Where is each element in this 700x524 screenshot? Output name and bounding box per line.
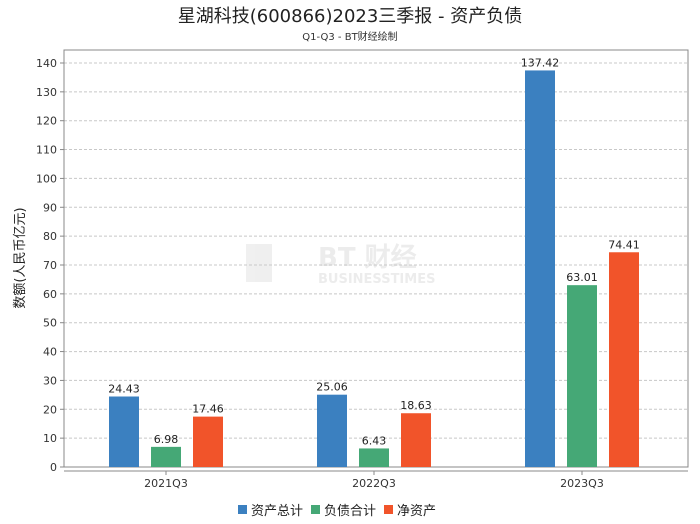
bar: [193, 416, 223, 467]
legend-swatch: [311, 505, 320, 514]
bar: [401, 413, 431, 467]
legend-swatch: [384, 505, 393, 514]
data-label: 74.41: [608, 238, 640, 251]
x-tick-label: 2021Q3: [144, 477, 188, 490]
legend-item: 净资产: [397, 504, 436, 519]
chart-subtitle: Q1-Q3 - BT财经绘制: [302, 30, 397, 43]
y-tick-label: 110: [36, 144, 57, 157]
y-tick-label: 70: [43, 259, 57, 272]
data-label: 6.43: [362, 434, 387, 447]
y-tick-label: 130: [36, 86, 57, 99]
legend: 资产总计 负债合计 净资产: [238, 504, 436, 519]
bar: [567, 285, 597, 467]
watermark: BT 财经 BUSINESSTIMES: [246, 242, 435, 287]
bar: [317, 394, 347, 467]
y-tick-label: 60: [43, 288, 57, 301]
data-label: 6.98: [154, 433, 179, 446]
y-tick-label: 120: [36, 115, 57, 128]
y-tick-label: 80: [43, 230, 57, 243]
bar: [609, 252, 639, 467]
y-tick-label: 40: [43, 346, 57, 359]
legend-item: 资产总计: [251, 504, 303, 519]
svg-text:BT 财经: BT 财经: [318, 242, 417, 273]
y-tick-label: 100: [36, 172, 57, 185]
y-tick-label: 50: [43, 317, 57, 330]
data-label: 17.46: [192, 403, 224, 416]
x-axis: 2021Q3 2022Q3 2023Q3: [64, 470, 688, 490]
legend-item: 负债合计: [324, 504, 376, 519]
bar: [151, 446, 181, 467]
y-axis: 0 10 20 30 40 50 60 70 80 90 100 110 120 130 140: [36, 57, 64, 474]
y-tick-label: 30: [43, 374, 57, 387]
bar: [109, 396, 139, 467]
bars: 24.43 6.98 17.46 25.06 6.43 18.63 137.42 63.01 7…: [108, 56, 640, 468]
x-tick-label: 2023Q3: [560, 477, 604, 490]
data-label: 18.63: [400, 399, 432, 412]
bar: [525, 70, 555, 468]
y-tick-label: 20: [43, 403, 57, 416]
data-label: 25.06: [316, 381, 348, 394]
y-tick-label: 0: [50, 461, 57, 474]
y-tick-label: 90: [43, 201, 57, 214]
chart-title: 星湖科技(600866)2023三季报 - 资产负债: [178, 6, 523, 27]
data-label: 137.42: [521, 56, 560, 69]
bar: [359, 448, 389, 467]
x-tick-label: 2022Q3: [352, 477, 396, 490]
y-tick-label: 10: [43, 432, 57, 445]
legend-swatch: [238, 505, 247, 514]
data-label: 24.43: [108, 382, 140, 395]
y-axis-label: 数额(人民币亿元): [13, 207, 28, 308]
data-label: 63.01: [566, 271, 598, 284]
svg-text:BUSINESSTIMES: BUSINESSTIMES: [318, 272, 435, 287]
y-tick-label: 140: [36, 57, 57, 70]
